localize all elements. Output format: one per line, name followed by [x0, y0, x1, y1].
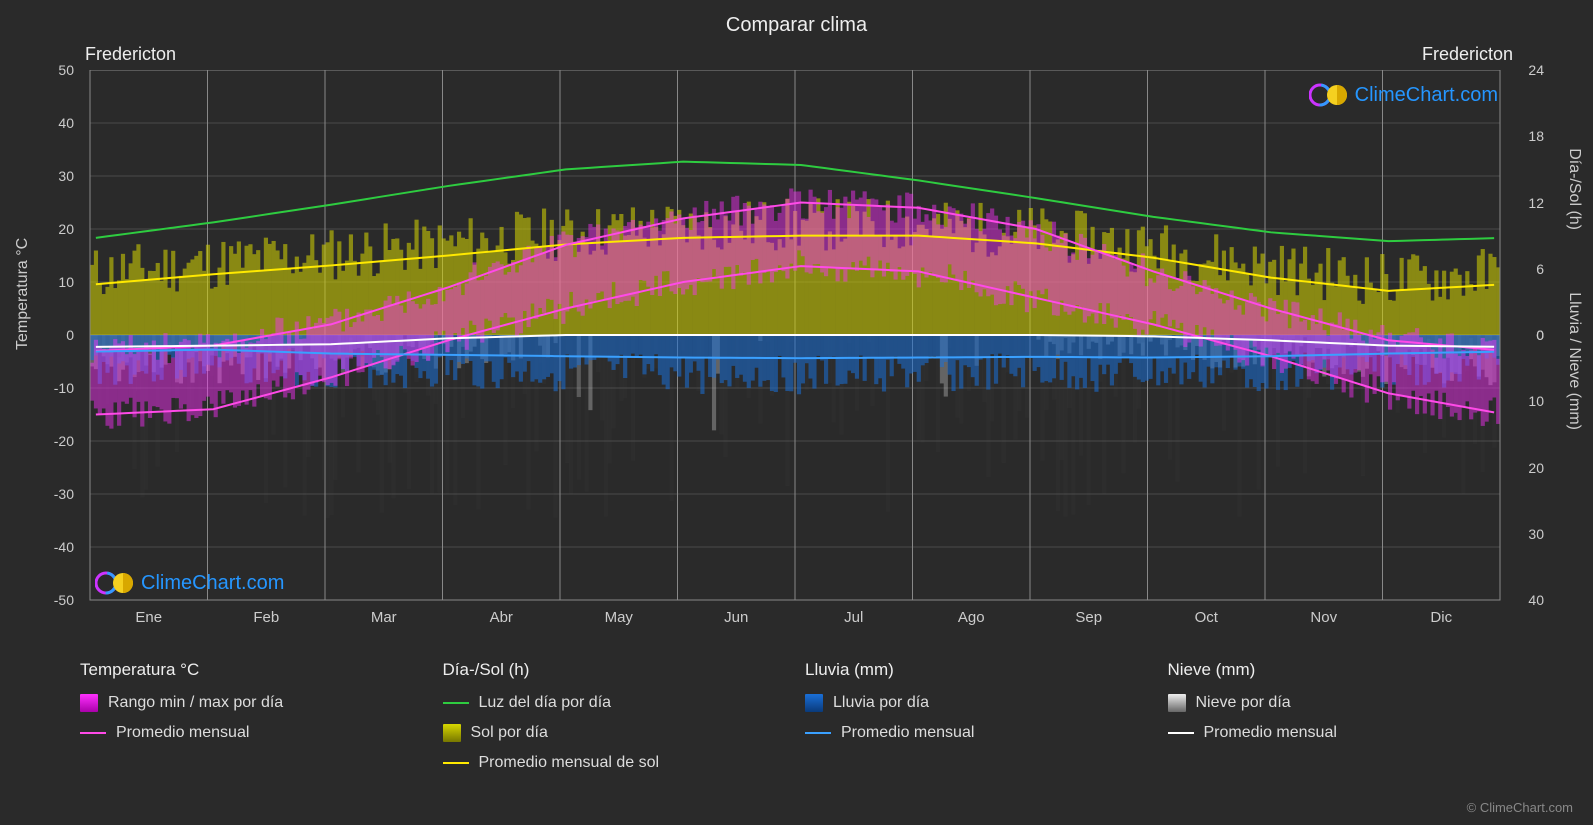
- legend-label: Promedio mensual: [1204, 724, 1337, 742]
- watermark-top-right: ClimeChart.com: [1309, 82, 1498, 108]
- svg-text:Abr: Abr: [490, 609, 513, 626]
- svg-text:Sep: Sep: [1075, 609, 1102, 626]
- watermark-bottom-left: ClimeChart.com: [95, 570, 284, 596]
- legend-label: Rango min / max por día: [108, 694, 283, 712]
- legend-item: Lluvia por día: [805, 694, 1148, 712]
- legend-label: Lluvia por día: [833, 694, 929, 712]
- copyright-text: © ClimeChart.com: [1467, 800, 1573, 815]
- legend-label: Promedio mensual de sol: [479, 754, 660, 772]
- line-swatch-icon: [80, 732, 106, 734]
- y-axis-left-label: Temperatura °C: [14, 238, 32, 350]
- legend-heading: Lluvia (mm): [805, 660, 1148, 680]
- y-left-tick: 40: [44, 115, 74, 131]
- y-axis-right-bottom-label: Lluvia / Nieve (mm): [1565, 292, 1583, 430]
- legend-items: Lluvia por día Promedio mensual: [805, 694, 1148, 742]
- y-right-top-tick: 18: [1528, 128, 1544, 144]
- y-left-tick: 50: [44, 62, 74, 78]
- legend-item: Rango min / max por día: [80, 694, 423, 712]
- legend-items: Luz del día por día Sol por día Promedio m…: [443, 694, 786, 772]
- line-swatch-icon: [805, 732, 831, 734]
- legend-item: Promedio mensual: [1168, 724, 1511, 742]
- chart-svg: Ene Feb Mar Abr May Jun Jul Ago Sep Oct Nov Dic: [80, 70, 1510, 630]
- svg-text:Dic: Dic: [1430, 609, 1452, 626]
- y-left-tick: -30: [44, 486, 74, 502]
- svg-text:Mar: Mar: [371, 609, 397, 626]
- legend-label: Luz del día por día: [479, 694, 612, 712]
- swatch-icon: [443, 724, 461, 742]
- legend-heading: Día-/Sol (h): [443, 660, 786, 680]
- line-swatch-icon: [1168, 732, 1194, 734]
- legend-label: Sol por día: [471, 724, 548, 742]
- legend-label: Nieve por día: [1196, 694, 1291, 712]
- svg-text:Ene: Ene: [135, 609, 162, 626]
- y-right-bottom-tick: 30: [1528, 526, 1544, 542]
- y-left-tick: 10: [44, 274, 74, 290]
- chart-plot-area: EneFebMarAbrMayJunJulAgoSepOctNovDic 504…: [80, 70, 1510, 630]
- y-left-tick: -40: [44, 539, 74, 555]
- chart-title: Comparar clima: [0, 0, 1593, 37]
- svg-text:Feb: Feb: [253, 609, 279, 626]
- svg-text:Jul: Jul: [844, 609, 863, 626]
- city-label-left: Fredericton: [85, 44, 176, 65]
- y-right-bottom-tick: 10: [1528, 393, 1544, 409]
- legend-col-rain: Lluvia (mm) Lluvia por día Promedio mensu…: [805, 660, 1148, 772]
- y-left-tick: 20: [44, 221, 74, 237]
- legend-item: Luz del día por día: [443, 694, 786, 712]
- y-right-bottom-tick: 0: [1536, 327, 1544, 343]
- legend-item: Promedio mensual: [80, 724, 423, 742]
- line-swatch-icon: [443, 702, 469, 704]
- legend-item: Promedio mensual: [805, 724, 1148, 742]
- svg-text:Oct: Oct: [1195, 609, 1219, 626]
- legend-items: Nieve por día Promedio mensual: [1168, 694, 1511, 742]
- legend-label: Promedio mensual: [841, 724, 974, 742]
- y-left-tick: -10: [44, 380, 74, 396]
- swatch-icon: [805, 694, 823, 712]
- y-left-tick: 0: [44, 327, 74, 343]
- line-swatch-icon: [443, 762, 469, 764]
- legend-item: Nieve por día: [1168, 694, 1511, 712]
- y-right-top-tick: 24: [1528, 62, 1544, 78]
- legend-item: Promedio mensual de sol: [443, 754, 786, 772]
- watermark-text: ClimeChart.com: [1355, 84, 1498, 107]
- legend-col-daysun: Día-/Sol (h) Luz del día por día Sol por …: [443, 660, 786, 772]
- y-axis-right-top-label: Día-/Sol (h): [1565, 148, 1583, 230]
- svg-text:Jun: Jun: [724, 609, 748, 626]
- svg-text:Ago: Ago: [958, 609, 985, 626]
- legend-col-temperature: Temperatura °C Rango min / max por día Pr…: [80, 660, 423, 772]
- y-right-bottom-tick: 20: [1528, 460, 1544, 476]
- y-right-bottom-tick: 40: [1528, 592, 1544, 608]
- legend-item: Sol por día: [443, 724, 786, 742]
- legend-col-snow: Nieve (mm) Nieve por día Promedio mensual: [1168, 660, 1511, 772]
- y-left-tick: -20: [44, 433, 74, 449]
- swatch-icon: [80, 694, 98, 712]
- y-left-tick: -50: [44, 592, 74, 608]
- svg-text:Nov: Nov: [1310, 609, 1337, 626]
- logo-icon: [1309, 82, 1349, 108]
- legend-label: Promedio mensual: [116, 724, 249, 742]
- legend-heading: Temperatura °C: [80, 660, 423, 680]
- city-label-right: Fredericton: [1422, 44, 1513, 65]
- y-right-top-tick: 12: [1528, 195, 1544, 211]
- y-left-tick: 30: [44, 168, 74, 184]
- logo-icon: [95, 570, 135, 596]
- swatch-icon: [1168, 694, 1186, 712]
- svg-text:May: May: [605, 609, 634, 626]
- legend-heading: Nieve (mm): [1168, 660, 1511, 680]
- legend-items: Rango min / max por día Promedio mensual: [80, 694, 423, 742]
- watermark-text: ClimeChart.com: [141, 572, 284, 595]
- y-right-top-tick: 6: [1536, 261, 1544, 277]
- legend: Temperatura °C Rango min / max por día Pr…: [80, 660, 1510, 772]
